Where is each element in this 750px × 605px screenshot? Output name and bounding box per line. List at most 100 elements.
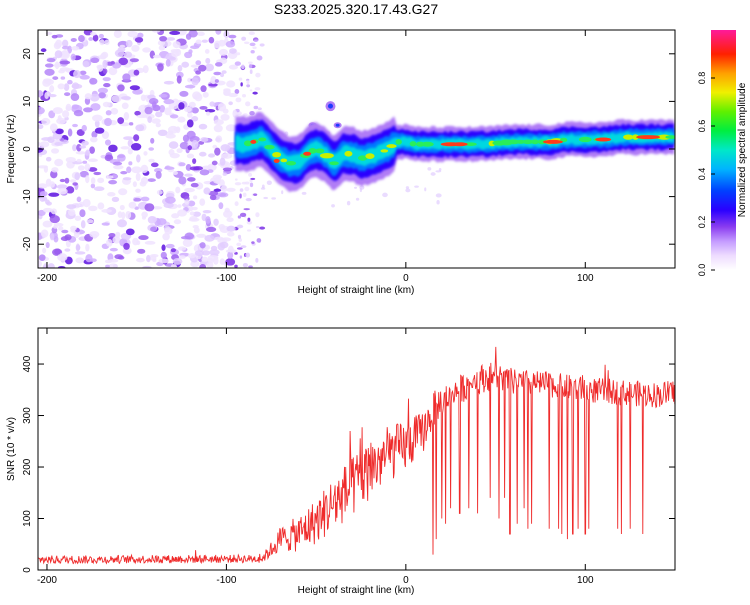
colorbar-label: Normalized spectral amplitude [737,82,748,217]
noise-speckle [149,253,159,258]
noise-speckle [177,116,186,123]
noise-speckle [70,225,77,231]
trace-hotspot [250,139,257,144]
noise-speckle [221,153,233,159]
noise-speckle [206,261,214,268]
trace-core [357,155,368,161]
noise-speckle [57,187,68,195]
noise-speckle [88,205,98,212]
noise-speckle [150,226,157,232]
x-tick-label: -200 [37,575,57,586]
noise-speckle [57,253,68,262]
noise-speckle [186,153,195,159]
noise-speckle [54,158,64,167]
noise-speckle [218,202,224,210]
noise-speckle [164,227,173,235]
noise-speckle [209,194,217,201]
noise-speckle [97,64,104,72]
noise-speckle [259,226,266,230]
noise-speckle [73,109,84,117]
noise-speckle [188,49,193,54]
noise-speckle [236,52,241,56]
noise-speckle [189,216,198,222]
noise-speckle [141,211,148,218]
noise-speckle [187,145,192,151]
noise-speckle [61,229,69,234]
noise-speckle [137,248,146,254]
noise-speckle [70,93,80,101]
noise-speckle [236,247,243,250]
noise-speckle [71,46,80,51]
noise-speckle [331,204,335,208]
noise-speckle [109,247,118,252]
noise-speckle [170,248,177,253]
noise-speckle [44,92,49,99]
colorbar-gradient [711,30,736,270]
noise-speckle [120,96,131,100]
noise-speckle [382,192,388,198]
noise-speckle [184,106,192,113]
noise-speckle [239,255,243,259]
noise-speckle [205,216,211,224]
trace-core [507,139,520,145]
noise-speckle [102,59,108,69]
noise-speckle [209,249,220,256]
noise-speckle [97,177,105,184]
noise-speckle [195,39,202,45]
noise-speckle [42,265,50,268]
trace-core [537,139,548,145]
noise-speckle [188,30,198,38]
noise-speckle [106,175,114,179]
noise-speckle [123,111,130,121]
noise-speckle [196,233,207,238]
noise-speckle [72,123,78,128]
y-tick-label: 0 [22,567,33,573]
noise-speckle [194,93,203,102]
noise-speckle [346,200,351,206]
noise-speckle [83,107,93,113]
noise-speckle [52,76,59,80]
noise-speckle [104,139,112,146]
spectrogram-x-axis-label: Height of straight line (km) [298,285,415,296]
noise-speckle [136,240,141,246]
noise-speckle [88,37,94,41]
noise-speckle [208,83,218,87]
noise-speckle [205,226,217,233]
noise-speckle [89,77,98,85]
noise-speckle [201,39,208,43]
noise-speckle [190,182,199,188]
noise-speckle [179,141,190,150]
noise-speckle [79,70,87,75]
noise-speckle [117,84,125,92]
trace-core [319,152,334,159]
noise-speckle [228,101,233,106]
noise-speckle [234,89,240,94]
noise-speckle [237,234,242,240]
noise-speckle [239,193,242,199]
noise-speckle [74,215,82,221]
noise-speckle [170,263,177,268]
noise-speckle [55,39,63,48]
noise-speckle [113,164,124,170]
noise-speckle [105,110,112,116]
noise-speckle [46,57,56,63]
noise-speckle [234,61,241,66]
noise-speckle [182,238,193,247]
noise-speckle [234,264,238,268]
noise-speckle [101,208,112,213]
noise-speckle [234,182,242,186]
noise-speckle [48,94,57,98]
x-tick-label: 100 [577,273,594,284]
noise-speckle [220,185,228,193]
noise-speckle [57,115,62,121]
trace-core [421,141,434,147]
noise-speckle [117,211,123,218]
noise-speckle [405,188,411,193]
trace-core [258,137,267,142]
noise-speckle [186,112,193,118]
noise-speckle [76,143,82,152]
noise-speckle [148,147,155,151]
noise-speckle [252,46,257,50]
noise-speckle [179,90,189,97]
